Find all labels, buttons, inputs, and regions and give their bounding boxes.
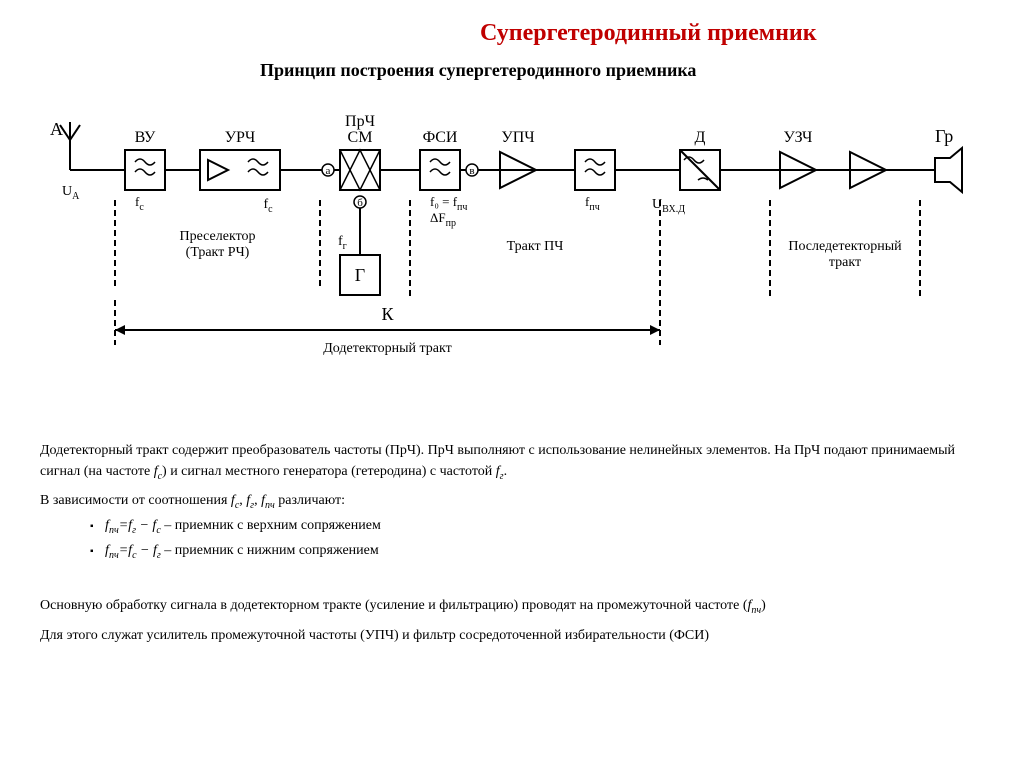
svg-text:СМ: СМ — [348, 129, 373, 146]
svg-text:fпч: fпч — [585, 194, 600, 213]
svg-text:УЗЧ: УЗЧ — [784, 129, 813, 146]
svg-text:Д: Д — [695, 129, 706, 146]
svg-text:б: б — [357, 197, 363, 209]
svg-text:Последетекторный: Последетекторный — [788, 239, 902, 254]
svg-text:К: К — [381, 304, 394, 324]
svg-text:ФСИ: ФСИ — [423, 129, 458, 146]
block-diagram: АUAГрВУfcУРЧfcПрЧСМабФСИf₀ = fпчΔFпрвУПЧ… — [40, 110, 980, 390]
main-title: Супергетеродинный приемник — [480, 20, 817, 47]
svg-text:ΔFпр: ΔFпр — [430, 210, 456, 229]
svg-text:а: а — [326, 165, 331, 177]
bullet-2: ▪ fпч=fc − fг – приемник с нижним сопряж… — [90, 540, 379, 563]
svg-text:Додетекторный тракт: Додетекторный тракт — [323, 341, 452, 356]
svg-text:Г: Г — [355, 265, 365, 285]
svg-text:fc: fc — [135, 194, 144, 213]
svg-text:fг: fг — [338, 234, 347, 252]
svg-text:ПрЧ: ПрЧ — [345, 113, 375, 130]
subtitle: Принцип построения супергетеродинного пр… — [260, 60, 696, 81]
paragraph-4: Для этого служат усилитель промежуточной… — [40, 625, 980, 646]
svg-text:Преселектор: Преселектор — [179, 229, 255, 244]
svg-text:ВУ: ВУ — [135, 129, 156, 146]
svg-text:УРЧ: УРЧ — [225, 129, 256, 146]
svg-text:А: А — [50, 119, 63, 139]
svg-text:fc: fc — [263, 197, 273, 215]
paragraph-1: Додетекторный тракт содержит преобразова… — [40, 440, 980, 484]
bullet-1: ▪ fпч=fг − fc – приемник с верхним сопря… — [90, 515, 381, 538]
svg-text:тракт: тракт — [829, 255, 861, 270]
svg-text:в: в — [469, 165, 474, 177]
paragraph-3: Основную обработку сигнала в додетекторн… — [40, 595, 980, 618]
svg-text:Тракт ПЧ: Тракт ПЧ — [507, 239, 564, 254]
svg-text:UВХ.Д: UВХ.Д — [652, 197, 685, 215]
svg-text:УПЧ: УПЧ — [501, 129, 534, 146]
svg-text:Гр: Гр — [935, 126, 953, 146]
svg-text:(Тракт РЧ): (Тракт РЧ) — [186, 245, 250, 260]
svg-text:UA: UA — [62, 184, 80, 202]
paragraph-2: В зависимости от соотношения fc, fг, fпч… — [40, 490, 980, 513]
